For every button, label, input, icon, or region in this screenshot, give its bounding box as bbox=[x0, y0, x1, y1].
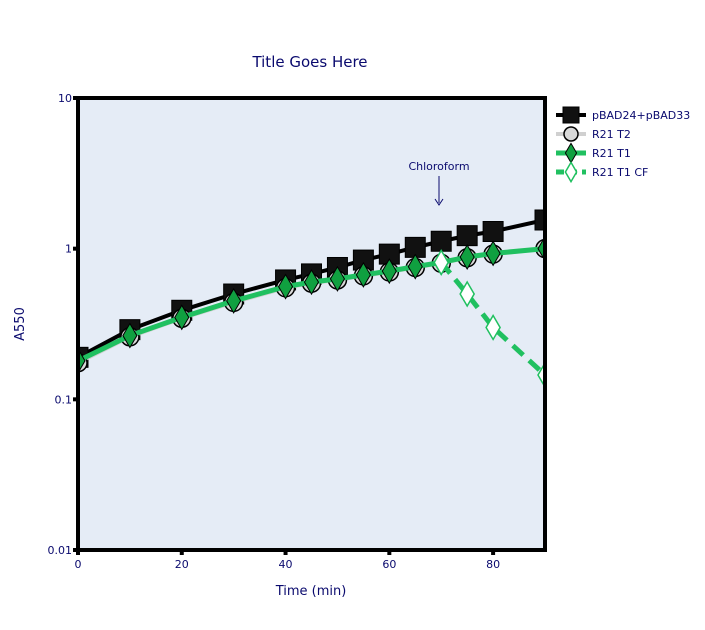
x-tick-label: 60 bbox=[382, 558, 396, 571]
y-tick-label: 0.01 bbox=[48, 544, 73, 557]
data-point bbox=[277, 273, 294, 300]
series-layer bbox=[78, 209, 545, 389]
legend-item: pBAD24+pBAD33 bbox=[556, 106, 690, 124]
data-point bbox=[381, 258, 397, 285]
data-point bbox=[459, 280, 476, 308]
legend-marker bbox=[564, 142, 578, 164]
x-tick-label: 40 bbox=[279, 558, 293, 571]
series-line bbox=[439, 260, 545, 377]
legend-marker bbox=[564, 160, 578, 184]
data-point bbox=[329, 265, 346, 292]
data-point bbox=[459, 244, 475, 271]
data-point bbox=[485, 313, 501, 341]
data-point bbox=[482, 220, 504, 242]
plot-frame bbox=[76, 96, 547, 552]
data-point bbox=[456, 225, 478, 247]
y-axis-title: A550 bbox=[13, 307, 28, 341]
legend-item: R21 T1 CF bbox=[556, 160, 648, 184]
legend-label: R21 T1 CF bbox=[592, 166, 648, 179]
data-point bbox=[433, 248, 450, 276]
legend-item: R21 T1 bbox=[556, 142, 631, 164]
legend-marker bbox=[562, 106, 580, 124]
y-tick-label: 10 bbox=[58, 92, 72, 105]
data-point bbox=[303, 269, 320, 296]
y-tick-label: 0.1 bbox=[55, 393, 73, 406]
data-point bbox=[430, 230, 452, 252]
x-tick-label: 0 bbox=[75, 558, 82, 571]
legend: pBAD24+pBAD33 R21 T2 R21 T1 R21 T1 CF bbox=[556, 106, 690, 184]
annotation-label: Chloroform bbox=[408, 160, 469, 173]
annotation: Chloroform bbox=[408, 160, 470, 206]
chart-title: Title Goes Here bbox=[251, 53, 367, 71]
legend-label: R21 T2 bbox=[592, 128, 631, 141]
data-point bbox=[122, 322, 138, 349]
data-point bbox=[534, 209, 545, 231]
legend-item: R21 T2 bbox=[556, 126, 631, 142]
legend-label: pBAD24+pBAD33 bbox=[592, 109, 690, 122]
data-point bbox=[226, 287, 242, 314]
x-tick-label: 80 bbox=[486, 558, 500, 571]
data-point bbox=[355, 261, 371, 288]
x-axis: 0 20 40 60 80 bbox=[75, 550, 500, 571]
annotation-arrowhead bbox=[434, 198, 444, 206]
legend-label: R21 T1 bbox=[592, 147, 631, 160]
x-tick-label: 20 bbox=[175, 558, 189, 571]
x-axis-title: Time (min) bbox=[275, 584, 347, 599]
data-point bbox=[407, 253, 423, 280]
y-axis: 0.01 0.1 1 10 bbox=[48, 92, 78, 557]
y-tick-label: 1 bbox=[65, 243, 72, 256]
data-point bbox=[485, 240, 501, 267]
data-point bbox=[174, 304, 190, 331]
legend-marker bbox=[563, 126, 579, 142]
